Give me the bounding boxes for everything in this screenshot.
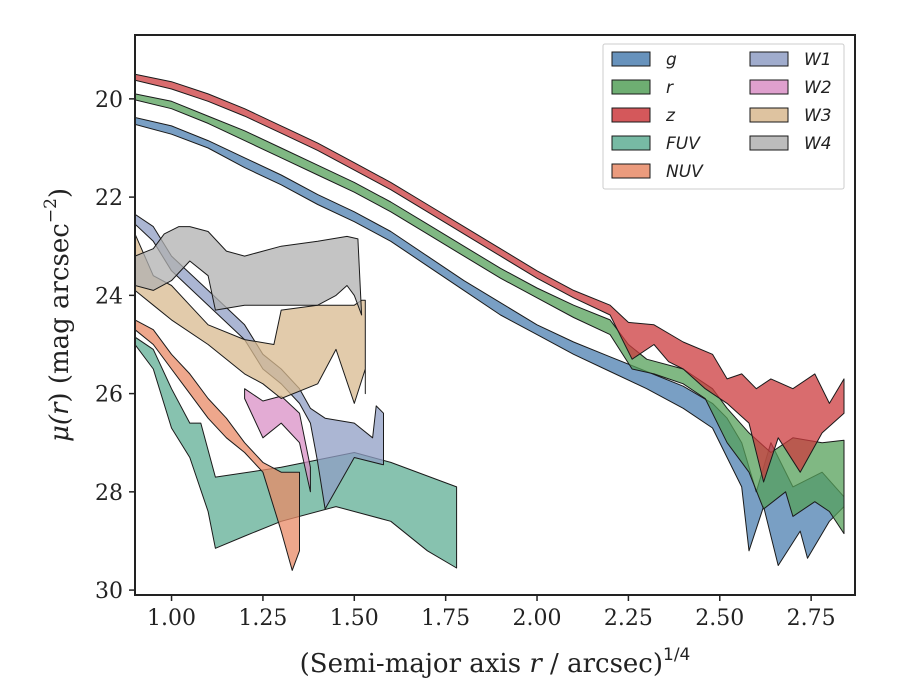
x-tick-label: 1.25 — [238, 606, 287, 631]
legend-label-r: r — [666, 78, 674, 98]
legend-label-w3: W3 — [804, 106, 832, 126]
x-tick-label: 1.50 — [330, 606, 379, 631]
legend-label-w2: W2 — [804, 78, 832, 98]
band-w2 — [244, 388, 311, 493]
legend-swatch-fuv — [611, 135, 651, 151]
legend-swatch-w2 — [749, 79, 789, 95]
y-tick-label: 28 — [95, 481, 123, 506]
chart-bands — [135, 73, 845, 571]
legend-swatch-w4 — [749, 135, 789, 151]
y-tick-label: 20 — [95, 88, 123, 113]
y-tick-label: 24 — [95, 284, 123, 309]
x-tick-label: 2.00 — [513, 606, 562, 631]
band-nuv — [135, 319, 300, 571]
y-axis-ticks: 20 22 24 26 28 30 — [95, 88, 135, 604]
band-g — [135, 117, 845, 566]
x-tick-label: 1.00 — [147, 606, 196, 631]
legend-swatch-nuv — [611, 163, 651, 179]
legend-label-g: g — [666, 50, 677, 70]
legend-label-w1: W1 — [804, 50, 832, 70]
y-tick-label: 22 — [95, 186, 123, 211]
legend-label-z: z — [665, 106, 676, 126]
band-w4 — [135, 226, 363, 316]
x-tick-label: 1.75 — [421, 606, 470, 631]
x-tick-label: 2.75 — [787, 606, 836, 631]
legend-label-fuv: FUV — [666, 134, 701, 154]
legend-swatch-w3 — [749, 107, 789, 123]
legend-label-nuv: NUV — [666, 162, 704, 182]
band-z — [135, 73, 845, 483]
x-tick-label: 2.25 — [604, 606, 653, 631]
x-tick-label: 2.50 — [695, 606, 744, 631]
legend-swatch-r — [611, 79, 651, 95]
x-axis-label: (Semi-major axis r / arcsec)1/4 — [300, 645, 691, 679]
legend-swatch-z — [611, 107, 651, 123]
legend-label-w4: W4 — [804, 134, 832, 154]
legend: grz FUV NUV W1 W2 W3 W4 — [602, 43, 845, 190]
band-w3 — [135, 233, 366, 404]
band-fuv — [135, 336, 458, 569]
legend-swatch-w1 — [749, 51, 789, 67]
y-tick-label: 30 — [95, 579, 123, 604]
y-tick-label: 26 — [95, 383, 123, 408]
y-axis-label: μ(r) (mag arcsec−2) — [41, 188, 75, 442]
legend-swatch-g — [611, 51, 651, 67]
plot-frame — [134, 34, 856, 596]
x-axis-ticks: 1.00 1.25 1.50 1.75 2.00 2.25 2.50 2.75 — [147, 595, 836, 631]
band-r — [135, 93, 845, 535]
